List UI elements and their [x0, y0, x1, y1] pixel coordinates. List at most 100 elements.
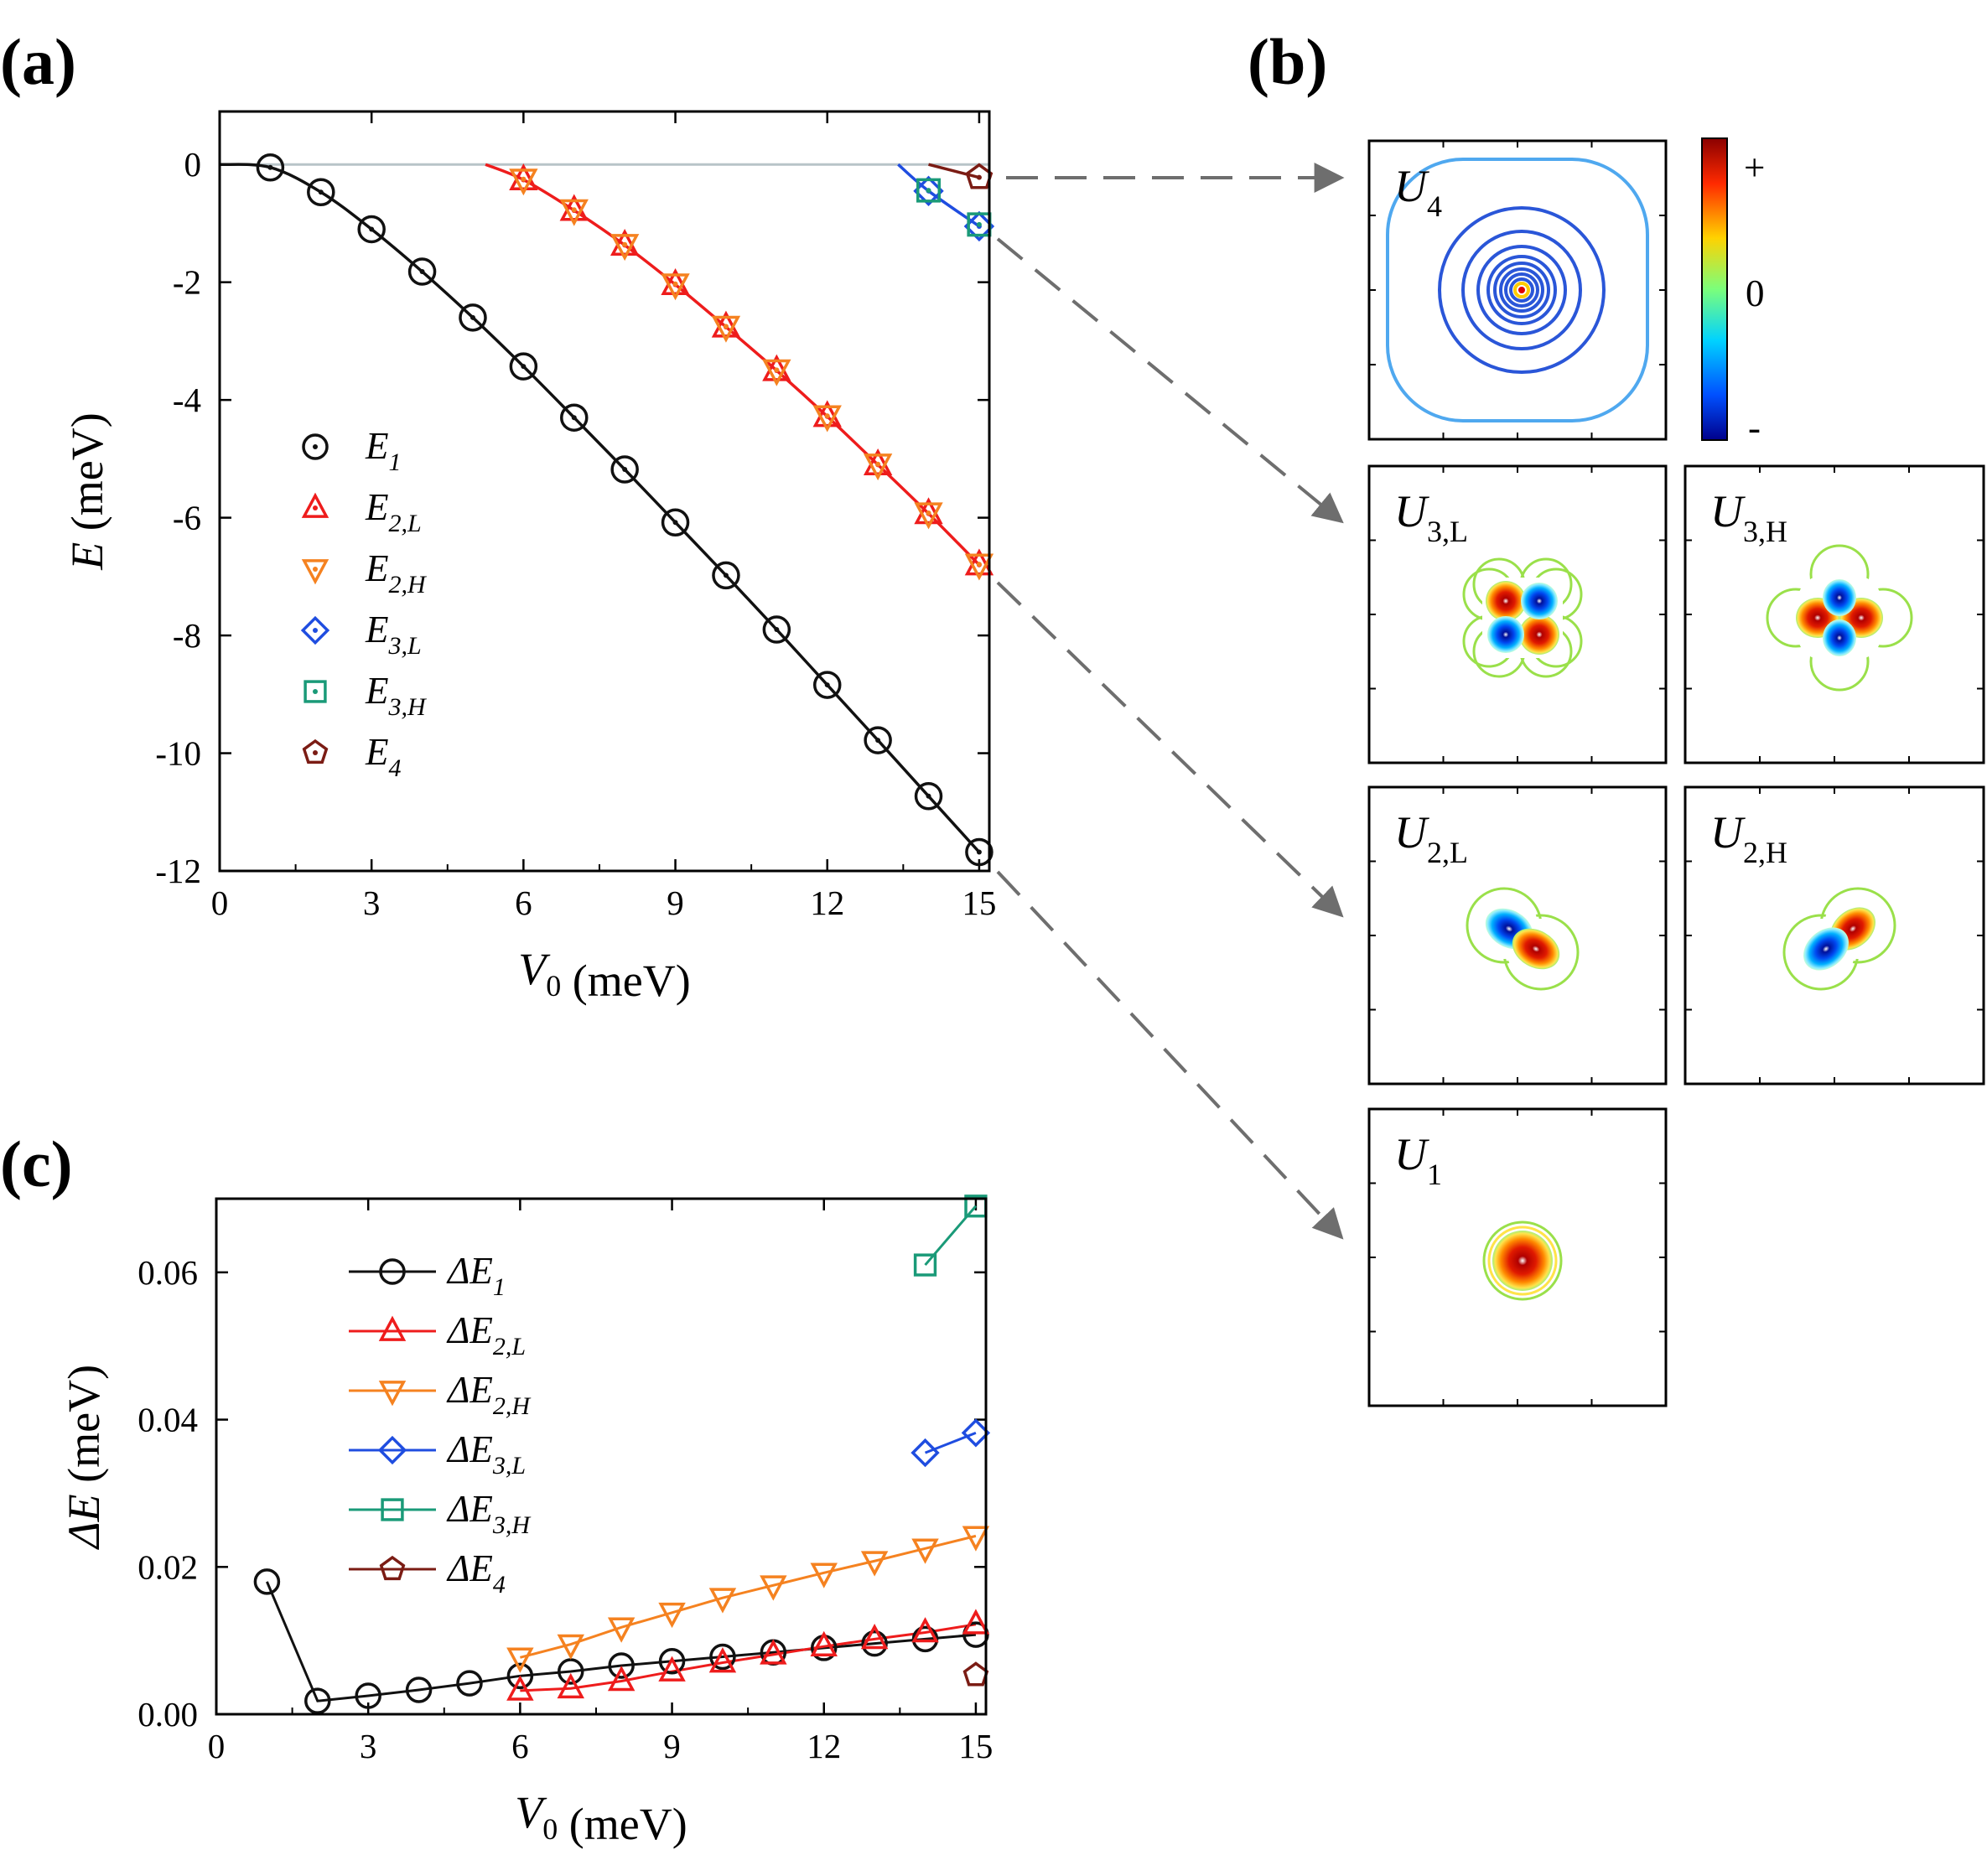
line-delta-e2-h	[519, 1534, 977, 1659]
point-delta-e2-h	[607, 1617, 636, 1643]
point-delta-e2-l	[962, 1609, 990, 1635]
legend-marker-e2-h	[301, 559, 329, 585]
point-e1	[560, 403, 589, 432]
map-label-u3l: U3,L	[1394, 486, 1468, 548]
point-delta-e1	[608, 1652, 635, 1679]
point-dot-e1	[470, 314, 475, 320]
map-u3l: U3,L	[1367, 464, 1668, 764]
point-dot-e2-h	[875, 461, 881, 467]
point-e2-h	[559, 199, 589, 226]
map-label-u4: U4	[1394, 161, 1442, 223]
point-delta-e2-h	[911, 1538, 939, 1564]
map-u2l: U2,L	[1367, 785, 1668, 1086]
line-delta-e1	[266, 1581, 977, 1702]
map-contour	[1499, 267, 1544, 313]
point-delta-e1	[506, 1662, 534, 1690]
x-tick-label: 6	[511, 1727, 529, 1765]
x-tick-label: 12	[807, 1727, 841, 1765]
point-delta-e1	[709, 1643, 736, 1671]
x-tick-label: 15	[962, 884, 996, 922]
legend-marker-e1	[302, 433, 329, 460]
point-e1	[256, 153, 285, 182]
map-contour	[1486, 255, 1557, 325]
point-e2-l	[863, 448, 893, 475]
point-e2-l	[964, 548, 994, 576]
y-tick-label: -2	[173, 263, 201, 302]
point-e1	[762, 615, 791, 644]
point-dot-e1	[672, 520, 678, 526]
point-delta-e2-h	[760, 1575, 787, 1601]
map-lobe	[1519, 614, 1559, 655]
point-e1	[712, 561, 740, 590]
point-delta-e3-l	[910, 1438, 940, 1468]
map-contour	[1513, 282, 1530, 298]
point-dot-e2-h	[723, 324, 729, 329]
map-label-u2h: U2,H	[1710, 807, 1787, 869]
point-dot-e4	[976, 174, 982, 180]
y-axis-title-c: ΔE (meV)	[59, 1365, 109, 1550]
legend-label-delta-e3-l: ΔE3,L	[446, 1428, 526, 1480]
point-e2-l	[661, 268, 690, 296]
legend-dot-e2-h	[313, 567, 318, 572]
map-contour	[1504, 272, 1539, 308]
legend-marker-e2-l	[301, 492, 329, 518]
point-dot-e1	[824, 682, 830, 688]
legend-label-e1: E1	[365, 425, 402, 476]
y-tick-label: -4	[173, 381, 201, 419]
point-dot-e1	[369, 226, 375, 232]
y-tick-label: 0.06	[137, 1253, 198, 1292]
map-lobe	[1512, 928, 1560, 970]
point-delta-e2-l	[911, 1617, 939, 1643]
legend-marker-delta-e2-l	[378, 1315, 407, 1341]
point-e3-l	[963, 210, 995, 242]
point-e2-l	[812, 400, 842, 428]
point-dot-e1	[622, 467, 628, 473]
point-delta-e1	[962, 1621, 989, 1648]
point-e2-l	[509, 163, 538, 191]
point-dot-e2-h	[521, 176, 527, 182]
curve-e2-l	[485, 163, 981, 567]
point-dot-e2-h	[672, 281, 678, 287]
point-e2-h	[863, 453, 893, 481]
point-e3-l	[913, 175, 944, 207]
legend-label-e3-h: E3,H	[365, 670, 428, 721]
point-delta-e2-h	[506, 1647, 534, 1673]
legend-label-e2-h: E2,H	[365, 547, 428, 599]
colorbar-label-zero: 0	[1746, 272, 1765, 314]
point-dot-e2-h	[976, 562, 982, 567]
connector-arrows	[996, 163, 1345, 1240]
legend-label-delta-e2-l: ΔE2,L	[446, 1309, 526, 1360]
colorbar-label-plus: +	[1744, 147, 1765, 189]
map-contour	[1438, 206, 1606, 374]
map-lobe	[1823, 579, 1856, 616]
map-lobe	[1492, 1231, 1553, 1291]
legend-marker-delta-e1	[379, 1258, 406, 1285]
map-u3h: U3,H	[1684, 464, 1985, 764]
map-u4: U4	[1367, 139, 1668, 441]
point-e2-h	[661, 273, 690, 301]
x-axis-title-a: V0 (meV)	[518, 944, 690, 1006]
point-delta-e1	[658, 1647, 686, 1675]
y-tick-label: 0.02	[137, 1547, 198, 1586]
point-dot-e3-h	[926, 188, 931, 194]
arrow-to-u3	[996, 237, 1344, 524]
panel-label-b: (b)	[1248, 25, 1327, 98]
y-tick-label: 0	[184, 145, 202, 184]
point-e2-h	[812, 405, 842, 433]
x-tick-label: 3	[363, 884, 381, 922]
point-e2-h	[964, 553, 994, 581]
y-tick-label: -10	[155, 734, 201, 773]
point-delta-e1	[355, 1682, 381, 1709]
point-e1	[357, 215, 386, 244]
x-axis-title-c: V0 (meV)	[515, 1787, 687, 1849]
x-tick-label: 15	[958, 1727, 993, 1765]
curve-e1	[219, 163, 981, 853]
point-dot-e2-h	[824, 413, 830, 419]
legend-dot-e3-h	[313, 689, 318, 694]
legend-marker-delta-e2-h	[378, 1381, 407, 1407]
point-delta-e2-h	[962, 1526, 990, 1552]
point-dot-e1	[419, 269, 425, 275]
colorbar: + 0 -	[1701, 137, 1765, 448]
point-e1	[914, 782, 943, 811]
